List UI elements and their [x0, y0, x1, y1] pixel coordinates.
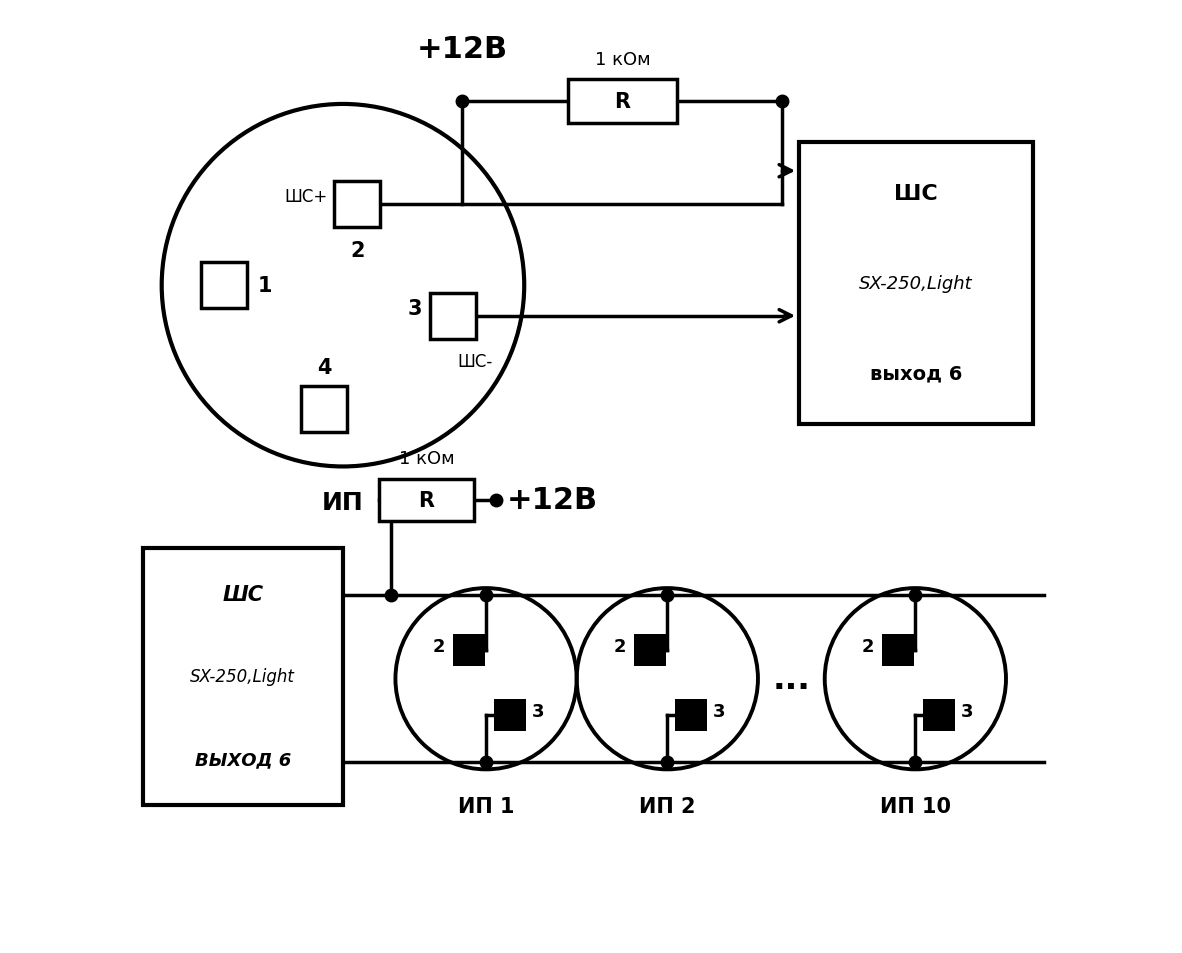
FancyBboxPatch shape — [378, 479, 474, 521]
Text: ИП 10: ИП 10 — [879, 797, 950, 816]
Text: +12В: +12В — [416, 35, 508, 64]
Text: 4: 4 — [317, 357, 331, 377]
Text: 1 кОм: 1 кОм — [398, 450, 454, 468]
FancyBboxPatch shape — [799, 143, 1033, 424]
Text: ШС: ШС — [894, 184, 937, 204]
Text: ИП 2: ИП 2 — [639, 797, 695, 816]
Text: 3: 3 — [961, 702, 974, 720]
Text: 1: 1 — [258, 276, 273, 295]
FancyBboxPatch shape — [301, 387, 346, 433]
FancyBboxPatch shape — [494, 700, 526, 732]
Text: ШС: ШС — [222, 584, 264, 604]
FancyBboxPatch shape — [143, 548, 343, 805]
Text: SX-250,Light: SX-250,Light — [859, 274, 973, 293]
Text: 2: 2 — [350, 241, 364, 261]
Text: ...: ... — [772, 662, 811, 696]
Text: 2: 2 — [433, 638, 446, 656]
Text: +12В: +12В — [507, 486, 598, 515]
FancyBboxPatch shape — [882, 635, 915, 667]
FancyBboxPatch shape — [335, 182, 381, 228]
Text: ШС+: ШС+ — [285, 189, 327, 206]
Text: R: R — [418, 491, 435, 510]
FancyBboxPatch shape — [634, 635, 667, 667]
FancyBboxPatch shape — [453, 635, 485, 667]
Text: SX-250,Light: SX-250,Light — [190, 668, 296, 685]
Text: 1 кОм: 1 кОм — [595, 51, 650, 69]
Text: 3: 3 — [713, 702, 726, 720]
Text: 2: 2 — [613, 638, 626, 656]
FancyBboxPatch shape — [923, 700, 955, 732]
Text: 3: 3 — [532, 702, 545, 720]
FancyBboxPatch shape — [201, 263, 247, 309]
Text: ИП: ИП — [322, 491, 364, 515]
Text: R: R — [615, 92, 630, 112]
FancyBboxPatch shape — [430, 294, 475, 339]
Text: 2: 2 — [862, 638, 875, 656]
Text: ИП 1: ИП 1 — [457, 797, 514, 816]
Text: ВЫХОД 6: ВЫХОД 6 — [195, 750, 291, 768]
Text: выход 6: выход 6 — [870, 364, 962, 383]
FancyBboxPatch shape — [567, 80, 677, 124]
Text: ШС-: ШС- — [457, 353, 493, 371]
Text: 3: 3 — [408, 299, 422, 318]
FancyBboxPatch shape — [675, 700, 707, 732]
